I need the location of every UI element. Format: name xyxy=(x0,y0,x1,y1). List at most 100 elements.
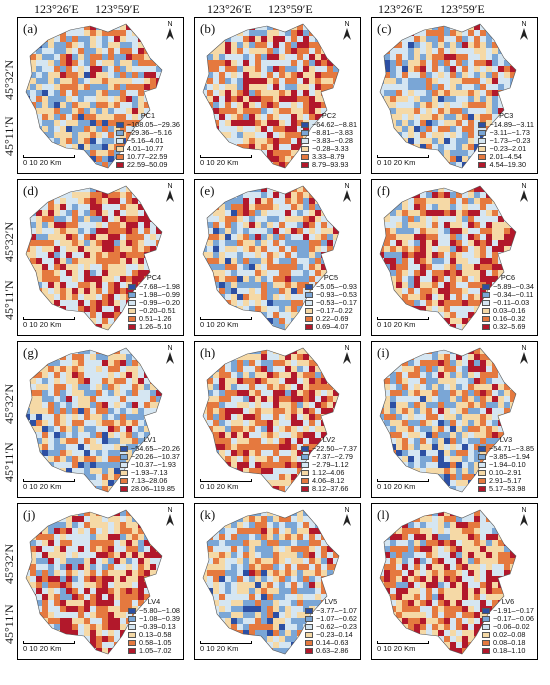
legend-item: −5.89–−0.34 xyxy=(482,283,534,291)
legend-item: 22.59–50.09 xyxy=(115,161,180,169)
legend-swatch xyxy=(300,478,309,484)
legend-range: 2.91–5.17 xyxy=(488,476,522,485)
scale-label: 0 10 20 Km xyxy=(200,320,239,329)
legend-range: 1.12–4.06 xyxy=(311,468,345,477)
legend-swatch xyxy=(482,316,490,322)
legend-item: −7.37–−2.79 xyxy=(300,453,357,461)
legend-title: LV6 xyxy=(501,597,515,606)
legend-range: 8.12–37.66 xyxy=(311,484,349,493)
lon-label-col1-right: 123°59′E xyxy=(95,2,140,16)
north-label: N xyxy=(521,183,527,190)
legend-swatch xyxy=(300,138,309,144)
legend-swatch xyxy=(300,146,309,152)
north-arrow-icon: N xyxy=(517,507,531,526)
legend-title: LV5 xyxy=(324,597,338,606)
legend-item: 7.13–28.06 xyxy=(119,476,180,485)
legend-range: −5.89–−0.34 xyxy=(493,282,534,291)
legend-range: −0.06–0.02 xyxy=(493,622,530,631)
legend-range: −54.71–−3.85 xyxy=(488,444,534,453)
legend-item: −108.05–−29.36 xyxy=(115,121,180,129)
legend-swatch xyxy=(305,640,313,646)
legend-range: −5.16–4.01 xyxy=(126,136,164,145)
legend-item: −0.53–−0.17 xyxy=(305,299,357,307)
panel-label: (k) xyxy=(200,507,216,522)
legend-range: 0.13–0.58 xyxy=(139,630,172,639)
legend-swatch xyxy=(300,154,309,160)
scale-bar xyxy=(23,641,75,644)
legend-item: −14.89–−3.11 xyxy=(478,121,534,129)
legend-range: 0.69–4.07 xyxy=(316,322,349,331)
legend-item: 0.08–0.18 xyxy=(482,639,534,647)
scale-bar xyxy=(200,317,252,320)
legend-swatch xyxy=(477,470,486,476)
lon-label-col2-right: 123°59′E xyxy=(268,2,313,16)
choropleth-map xyxy=(379,185,517,331)
panel-label: (a) xyxy=(23,21,38,36)
legend-swatch xyxy=(128,632,136,638)
north-label: N xyxy=(521,345,527,352)
panel-label: (c) xyxy=(377,21,392,36)
legend-range: −3.83–−0.28 xyxy=(311,136,353,145)
legend-item: 0.13–0.58 xyxy=(128,631,180,639)
map-panel-pc3: (c) N 0 10 20 Km PC3 −14.89–−3.11 −3.11–−1.73… xyxy=(371,17,538,174)
legend-range: −3.85–−1.94 xyxy=(488,452,530,461)
north-arrow-icon: N xyxy=(517,183,531,202)
legend-range: −0.93–−0.53 xyxy=(316,290,357,299)
north-label: N xyxy=(521,507,527,514)
legend-item: −3.85–−1.94 xyxy=(477,452,534,461)
legend-range: −0.11–0.03 xyxy=(493,298,530,307)
legend-swatch xyxy=(128,624,136,630)
legend-swatch xyxy=(128,284,136,290)
legend-item: −7.68–−1.98 xyxy=(128,283,180,291)
legend: LV5 −3.77–−1.07 −1.07–−0.62 −0.62–−0.23 −0.2… xyxy=(305,598,357,655)
legend-item: −1.73–−0.23 xyxy=(478,137,534,145)
legend-swatch xyxy=(300,454,309,460)
legend-item: 1.12–4.06 xyxy=(300,468,357,477)
legend-swatch xyxy=(482,632,490,638)
choropleth-map xyxy=(25,185,163,331)
choropleth-map xyxy=(25,347,163,493)
legend-range: 4.54–19.30 xyxy=(489,160,527,169)
legend-range: −0.28–3.33 xyxy=(311,144,349,153)
lat-label-row4-bottom: 45°11′N xyxy=(2,604,16,644)
legend-swatch xyxy=(477,446,486,452)
legend-range: −0.17–0.22 xyxy=(316,306,353,315)
scale-bar xyxy=(377,317,429,320)
legend-range: 7.13–28.06 xyxy=(130,476,168,485)
legend-swatch xyxy=(119,454,128,460)
scale-bar xyxy=(377,155,429,158)
legend-item: 0.14–0.63 xyxy=(305,639,357,647)
north-label: N xyxy=(344,345,350,352)
map-panel-pc4: (d) N 0 10 20 Km PC4 −7.68–−1.98 −1.98–−0.99−… xyxy=(17,179,184,336)
choropleth-map xyxy=(202,347,340,493)
legend-range: −0.20–0.51 xyxy=(139,306,176,315)
legend-range: −3.77–−1.07 xyxy=(316,606,357,615)
legend-item: −1.07–−0.62 xyxy=(305,615,357,623)
legend-item: −0.23–2.01 xyxy=(478,145,534,153)
legend-range: −10.37–−1.93 xyxy=(130,460,176,469)
legend-swatch xyxy=(128,316,136,322)
legend: LV3 −54.71–−3.85 −3.85–−1.94 −1.94–0.10 0.10… xyxy=(477,436,534,493)
choropleth-map xyxy=(202,23,340,169)
legend-swatch xyxy=(477,462,486,468)
legend-swatch xyxy=(128,292,136,298)
panel-label: (e) xyxy=(200,183,215,198)
legend-item: −8.81–−3.83 xyxy=(300,129,357,137)
panel-label: (g) xyxy=(23,345,39,360)
lat-label-row3-top: 45°32′N xyxy=(2,383,16,424)
scale-label: 0 10 20 Km xyxy=(23,482,62,491)
scale-label: 0 10 20 Km xyxy=(23,644,62,653)
legend-range: −1.93–7.13 xyxy=(130,468,168,477)
legend-swatch xyxy=(482,640,490,646)
legend-range: −0.34–−0.11 xyxy=(493,290,534,299)
legend-item: −64.62–−8.81 xyxy=(300,121,357,129)
legend-swatch xyxy=(482,308,490,314)
legend-swatch xyxy=(305,632,313,638)
lat-label-row3-bottom: 45°11′N xyxy=(2,442,16,482)
legend-item: −5.05–−0.93 xyxy=(305,283,357,291)
legend-swatch xyxy=(478,162,487,168)
legend-range: 0.03–0.16 xyxy=(493,306,526,315)
north-arrow-icon: N xyxy=(340,21,354,40)
legend-item: 0.63–2.86 xyxy=(305,647,357,655)
legend-item: −0.17–−0.06 xyxy=(482,615,534,623)
